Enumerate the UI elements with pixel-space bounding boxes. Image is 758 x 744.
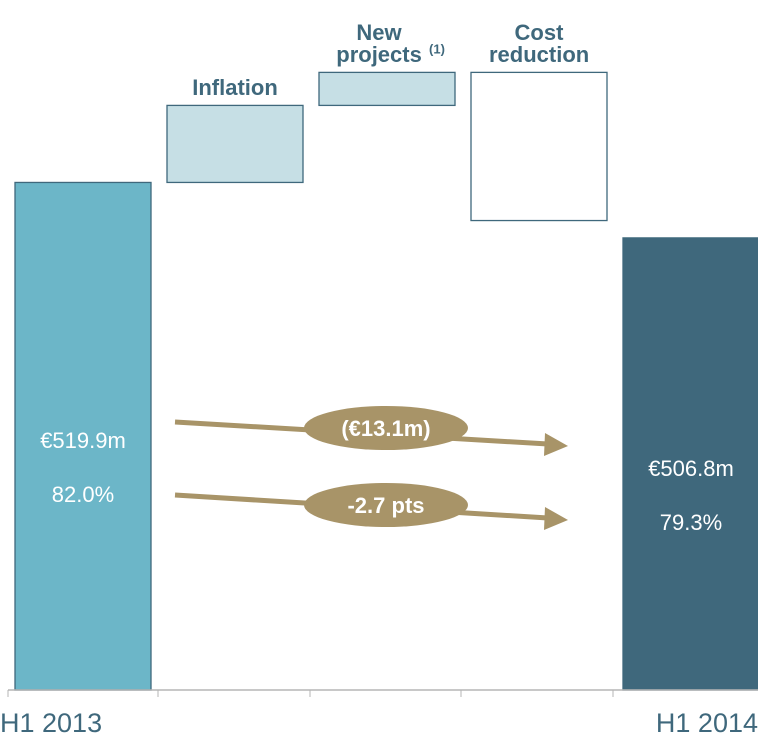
x-tick-label: H1 2013 <box>0 708 103 738</box>
ratio-label: 82.0% <box>51 482 115 508</box>
bar <box>14 181 152 691</box>
category-text: Cost reduction <box>489 20 590 68</box>
bar <box>622 237 758 691</box>
category-label: New projects (1) <box>319 22 455 66</box>
ratio-label: 79.3% <box>659 509 723 535</box>
category-text: New projects <box>336 20 422 68</box>
footnote-mark: (1) <box>429 42 445 58</box>
x-tick-label: H1 2014 <box>655 708 758 738</box>
category-label: Cost reduction <box>471 22 607 66</box>
category-text: Inflation <box>192 75 278 101</box>
bar <box>318 71 456 107</box>
value-label: €506.8m <box>648 455 734 481</box>
category-label: Inflation <box>167 77 303 99</box>
arrow <box>174 483 568 530</box>
value-label: €519.9m <box>40 428 126 454</box>
bar <box>166 104 304 184</box>
annotation: (€13.1m) <box>341 416 430 441</box>
annotation: -2.7 pts <box>347 493 424 518</box>
bar <box>470 71 608 222</box>
arrow <box>174 406 568 456</box>
